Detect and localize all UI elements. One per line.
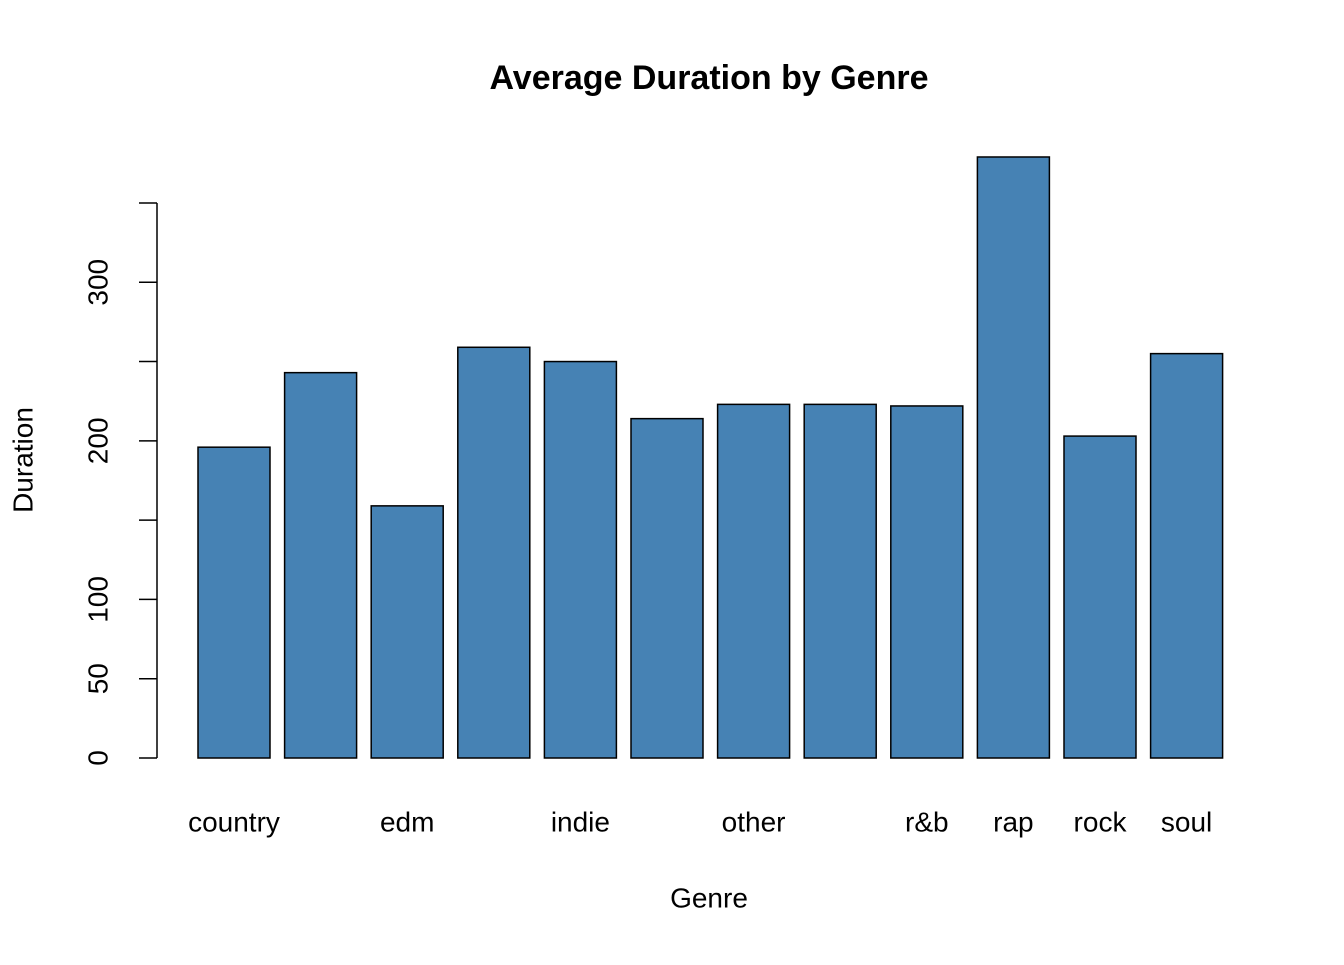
bar [197, 446, 271, 759]
bar [457, 346, 531, 759]
bar [630, 417, 704, 759]
x-tick-label: other [722, 806, 786, 837]
x-axis-label: Genre [670, 882, 748, 913]
y-axis-label: Duration [7, 407, 38, 513]
y-tick-label: 300 [82, 259, 113, 306]
bar [1063, 435, 1137, 759]
x-tick-label: indie [551, 806, 610, 837]
x-tick-label: r&b [905, 806, 949, 837]
bar [543, 360, 618, 759]
x-tick-label: rock [1074, 806, 1128, 837]
x-tick-label: rap [993, 806, 1033, 837]
bar [1149, 352, 1224, 759]
bar [976, 156, 1051, 759]
bar [370, 505, 444, 759]
y-tick-label: 50 [82, 663, 113, 694]
bar [716, 403, 791, 759]
x-tick-label: soul [1161, 806, 1212, 837]
chart-title: Average Duration by Genre [490, 59, 929, 97]
x-tick-label: country [188, 806, 280, 837]
y-tick-label: 100 [82, 576, 113, 623]
bar [890, 405, 964, 759]
y-tick-label: 0 [82, 750, 113, 766]
x-tick-label: edm [380, 806, 434, 837]
y-tick-label: 200 [82, 417, 113, 464]
bar [803, 403, 877, 759]
bar [283, 371, 358, 759]
